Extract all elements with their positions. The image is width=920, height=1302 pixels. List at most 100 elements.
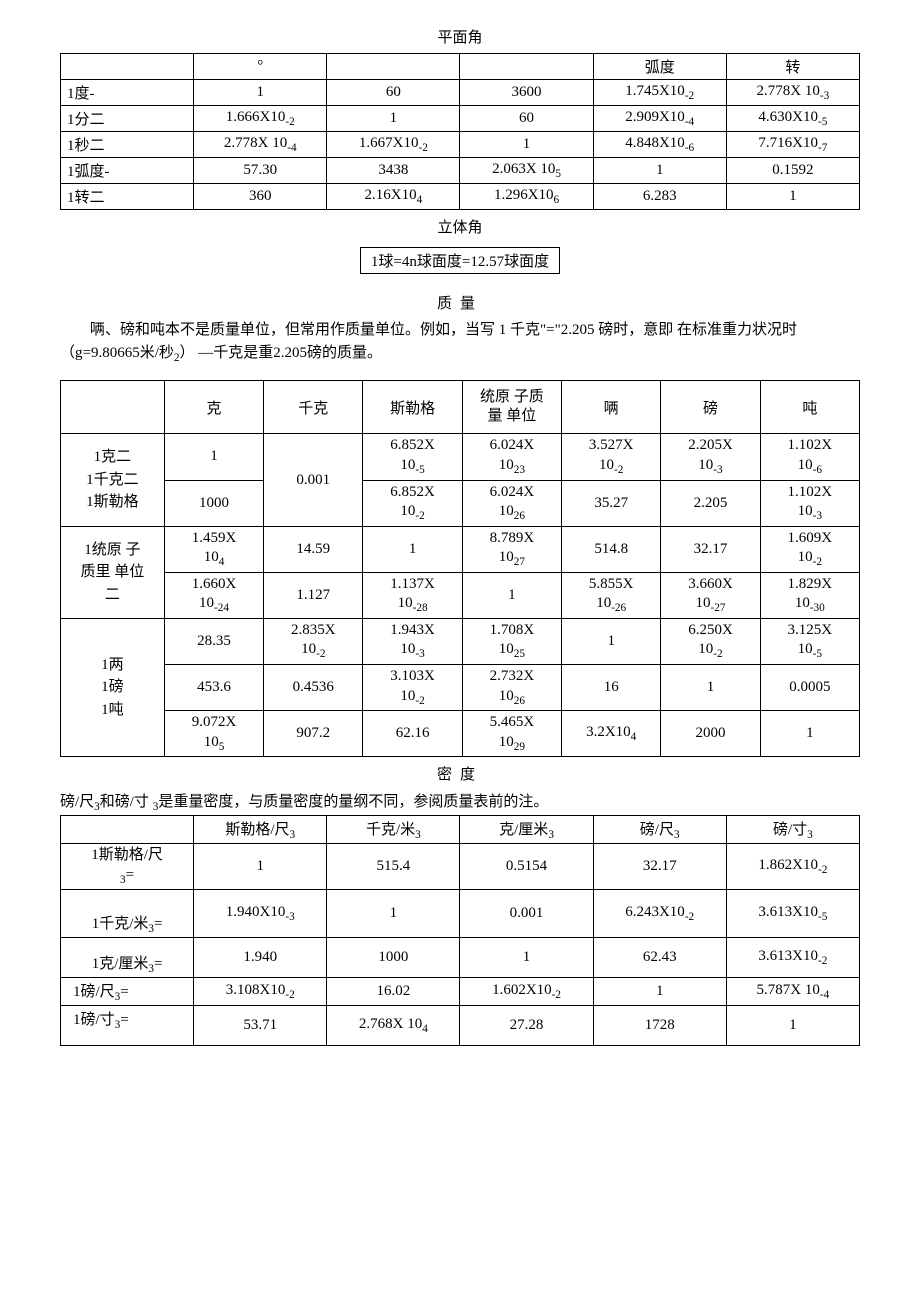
cell: 磅/寸3 <box>726 816 859 844</box>
cell: 2000 <box>661 711 760 757</box>
cell: 统原 子质量 单位 <box>462 381 561 434</box>
cell: 2.732X1026 <box>462 665 561 711</box>
cell: 3.660X10-27 <box>661 572 760 618</box>
cell: ° <box>194 54 327 80</box>
cell: 1弧度- <box>61 158 194 184</box>
cell: 7.716X10-7 <box>726 132 859 158</box>
cell: 1728 <box>593 1006 726 1046</box>
table-row: 1斯勒格/尺3= 1 515.4 0.5154 32.17 1.862X10-2 <box>61 844 860 890</box>
cell: 克/厘米3 <box>460 816 593 844</box>
cell: 16 <box>562 665 661 711</box>
cell: 1克/厘米3= <box>61 938 194 978</box>
cell: 千克/米3 <box>327 816 460 844</box>
cell: 1 <box>760 711 859 757</box>
cell <box>61 381 165 434</box>
cell: 60 <box>460 106 593 132</box>
cell: 1.102X10-3 <box>760 480 859 526</box>
cell: 6.243X10-2 <box>593 890 726 938</box>
cell: 3600 <box>460 80 593 106</box>
cell: 磅 <box>661 381 760 434</box>
mass-note: 唡、磅和吨本不是质量单位，但常用作质量单位。例如，当写 1 千克"="2.205… <box>60 319 860 366</box>
density-table: 斯勒格/尺3 千克/米3 克/厘米3 磅/尺3 磅/寸3 1斯勒格/尺3= 1 … <box>60 815 860 1046</box>
cell: 1 <box>363 526 462 572</box>
cell: 1 <box>194 844 327 890</box>
cell: 4.848X10-6 <box>593 132 726 158</box>
cell: 1.102X10-6 <box>760 434 859 480</box>
cell: 360 <box>194 184 327 210</box>
cell: 1.666X10-2 <box>194 106 327 132</box>
cell: 1两1磅1吨 <box>61 618 165 756</box>
cell <box>460 54 593 80</box>
cell <box>327 54 460 80</box>
table-row: 1弧度- 57.30 3438 2.063X 105 1 0.1592 <box>61 158 860 184</box>
table-row: 1克/厘米3= 1.940 1000 1 62.43 3.613X10-2 <box>61 938 860 978</box>
cell: 1 <box>593 158 726 184</box>
cell: 2.16X104 <box>327 184 460 210</box>
cell: 6.024X1023 <box>462 434 561 480</box>
cell: 2.768X 104 <box>327 1006 460 1046</box>
table-row: 453.6 0.4536 3.103X10-2 2.732X1026 16 1 … <box>61 665 860 711</box>
density-title: 密度 <box>60 763 860 784</box>
cell: 克 <box>164 381 263 434</box>
cell: 3438 <box>327 158 460 184</box>
cell: 2.778X 10-4 <box>194 132 327 158</box>
cell: 1 <box>327 106 460 132</box>
cell: 1.708X1025 <box>462 618 561 664</box>
cell: 1统原 子质里 单位二 <box>61 526 165 618</box>
cell: 0.001 <box>460 890 593 938</box>
table-row: 1转二 360 2.16X104 1.296X106 6.283 1 <box>61 184 860 210</box>
cell: 千克 <box>264 381 363 434</box>
cell: 8.789X1027 <box>462 526 561 572</box>
cell: 4.630X10-5 <box>726 106 859 132</box>
cell: 1.602X10-2 <box>460 978 593 1006</box>
cell: 35.27 <box>562 480 661 526</box>
cell: 6.024X1026 <box>462 480 561 526</box>
cell: 1转二 <box>61 184 194 210</box>
cell: 2.063X 105 <box>460 158 593 184</box>
solid-angle-formula: 1球=4n球面度=12.57球面度 <box>360 247 560 274</box>
cell: 1.940X10-3 <box>194 890 327 938</box>
cell: 3.2X104 <box>562 711 661 757</box>
cell: 1 <box>726 1006 859 1046</box>
cell: 2.778X 10-3 <box>726 80 859 106</box>
cell: 6.852X10-5 <box>363 434 462 480</box>
cell: 2.909X10-4 <box>593 106 726 132</box>
cell: 1秒二 <box>61 132 194 158</box>
cell: 1 <box>164 434 263 480</box>
cell: 28.35 <box>164 618 263 664</box>
cell: 1度- <box>61 80 194 106</box>
cell: 907.2 <box>264 711 363 757</box>
cell: 2.205 <box>661 480 760 526</box>
cell: 1.660X10-24 <box>164 572 263 618</box>
cell: 5.855X10-26 <box>562 572 661 618</box>
cell: 515.4 <box>327 844 460 890</box>
cell: 1 <box>726 184 859 210</box>
table-row: 1度- 1 60 3600 1.745X10-2 2.778X 10-3 <box>61 80 860 106</box>
solid-angle-title: 立体角 <box>60 216 860 237</box>
table-row: 1000 6.852X10-2 6.024X1026 35.27 2.205 1… <box>61 480 860 526</box>
cell: 62.43 <box>593 938 726 978</box>
cell <box>61 54 194 80</box>
table-row: 1秒二 2.778X 10-4 1.667X10-2 1 4.848X10-6 … <box>61 132 860 158</box>
cell: 514.8 <box>562 526 661 572</box>
cell: 1 <box>327 890 460 938</box>
cell: 1.862X10-2 <box>726 844 859 890</box>
cell: 0.4536 <box>264 665 363 711</box>
cell: 5.787X 10-4 <box>726 978 859 1006</box>
cell: 32.17 <box>661 526 760 572</box>
cell: 1 <box>460 938 593 978</box>
cell: 1.127 <box>264 572 363 618</box>
cell: 6.852X10-2 <box>363 480 462 526</box>
cell: 1.137X10-28 <box>363 572 462 618</box>
table-header-row: 克 千克 斯勒格 统原 子质量 单位 唡 磅 吨 <box>61 381 860 434</box>
cell: 0.001 <box>264 434 363 526</box>
cell: 1 <box>462 572 561 618</box>
cell: 1.667X10-2 <box>327 132 460 158</box>
cell: 6.283 <box>593 184 726 210</box>
cell: 转 <box>726 54 859 80</box>
cell: 斯勒格 <box>363 381 462 434</box>
cell: 62.16 <box>363 711 462 757</box>
cell: 1分二 <box>61 106 194 132</box>
cell: 60 <box>327 80 460 106</box>
table-row: 1.660X10-24 1.127 1.137X10-28 1 5.855X10… <box>61 572 860 618</box>
